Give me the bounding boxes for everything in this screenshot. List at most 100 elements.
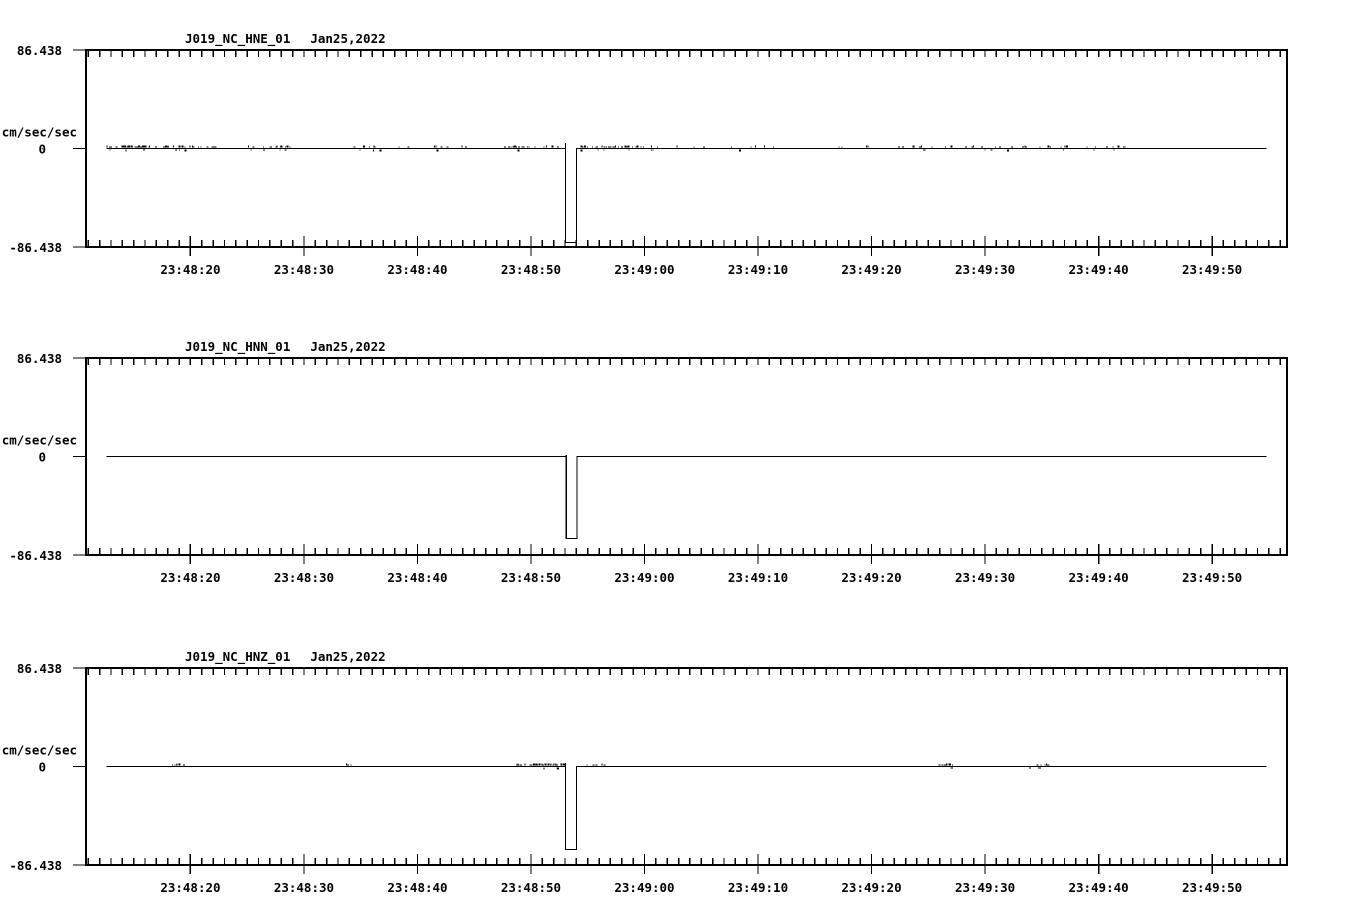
y-zero-label: 0 [38, 142, 46, 157]
noise-speck [754, 145, 756, 148]
noise-speck [535, 763, 538, 766]
x-tick-label: 23:48:30 [274, 880, 334, 895]
noise-speck [901, 146, 904, 148]
noise-speck [510, 146, 512, 148]
noise-speck [1063, 149, 1065, 151]
noise-speck [865, 145, 867, 148]
noise-speck [919, 146, 922, 148]
noise-speck [627, 145, 630, 148]
noise-speck [200, 146, 202, 148]
noise-speck [516, 764, 518, 766]
noise-speck [353, 146, 356, 148]
x-tick-label: 23:49:20 [841, 880, 901, 895]
x-tick-label: 23:49:30 [955, 570, 1015, 585]
noise-speck [651, 145, 653, 148]
noise-speck [541, 764, 544, 766]
noise-speck [517, 763, 519, 766]
noise-speck [512, 146, 514, 148]
date-label: Jan25,2022 [310, 649, 386, 664]
x-tick-label: 23:49:50 [1182, 262, 1242, 277]
noise-speck [550, 763, 552, 766]
noise-speck [556, 146, 559, 148]
noise-speck [172, 764, 174, 766]
noise-speck [628, 149, 630, 151]
x-tick-label: 23:48:50 [501, 880, 561, 895]
noise-speck [652, 149, 654, 151]
noise-speck [1064, 145, 1066, 148]
noise-speck [580, 146, 582, 148]
noise-speck [198, 146, 200, 148]
x-tick-label: 23:48:20 [160, 262, 220, 277]
noise-speck [213, 146, 215, 148]
noise-speck [373, 145, 375, 148]
y-max-label: 86.438 [17, 661, 62, 676]
x-tick-label: 23:49:50 [1182, 880, 1242, 895]
noise-speck [528, 146, 530, 148]
noise-speck [582, 146, 584, 148]
noise-speck [275, 146, 278, 148]
noise-speck [1044, 764, 1046, 766]
noise-speck [1049, 146, 1051, 148]
noise-speck [601, 145, 603, 148]
noise-speck [108, 146, 111, 148]
y-units-label: cm/sec/sec [2, 125, 77, 140]
x-tick-label: 23:49:40 [1068, 880, 1128, 895]
noise-speck [178, 763, 181, 766]
noise-speck [155, 146, 158, 148]
x-tick-label: 23:49:40 [1068, 570, 1128, 585]
noise-speck [636, 145, 639, 148]
noise-speck [591, 146, 593, 148]
x-tick-label: 23:48:20 [160, 880, 220, 895]
noise-speck [1028, 767, 1031, 769]
x-tick-label: 23:48:40 [387, 570, 447, 585]
noise-speck [553, 763, 555, 766]
noise-speck [175, 764, 177, 766]
noise-speck [148, 146, 150, 148]
x-tick-label: 23:49:50 [1182, 570, 1242, 585]
x-tick-label: 23:49:20 [841, 570, 901, 585]
noise-speck [131, 146, 133, 148]
waveform-trace [106, 763, 1267, 851]
noise-speck [1093, 149, 1095, 151]
station-channel-label: J019_NC_HNE_01 [185, 31, 291, 46]
noise-speck [211, 146, 214, 148]
noise-speck [1040, 764, 1042, 766]
noise-speck [346, 763, 348, 766]
station-channel-label: J019_NC_HNZ_01 [185, 649, 291, 664]
noise-speck [951, 764, 953, 766]
noise-speck [971, 146, 974, 148]
noise-speck [650, 149, 652, 151]
noise-speck [924, 149, 926, 151]
noise-speck [606, 146, 608, 148]
noise-speck [615, 145, 617, 148]
noise-speck [446, 146, 449, 148]
x-tick-label: 23:49:00 [614, 570, 674, 585]
noise-speck [1039, 767, 1042, 769]
noise-speck [517, 149, 520, 152]
y-max-label: 86.438 [17, 43, 62, 58]
noise-speck [374, 146, 376, 148]
noise-speck [144, 145, 147, 148]
panel-title-hnz: J019_NC_HNZ_01 Jan25,2022 [185, 650, 386, 664]
noise-speck [562, 763, 565, 766]
noise-speck [165, 145, 168, 148]
y-min-label: -86.438 [9, 858, 62, 873]
noise-speck [547, 763, 550, 766]
noise-speck [532, 763, 535, 766]
noise-speck [612, 146, 614, 148]
noise-speck [121, 145, 124, 148]
noise-speck [172, 145, 174, 148]
noise-speck [106, 145, 108, 148]
noise-speck [551, 145, 554, 148]
noise-speck [1113, 149, 1115, 151]
noise-speck [280, 145, 283, 148]
waveform-trace [106, 455, 1267, 540]
x-tick-label: 23:48:50 [501, 262, 561, 277]
y-units-label: cm/sec/sec [2, 743, 77, 758]
noise-speck [1045, 763, 1047, 766]
noise-speck [433, 145, 435, 148]
noise-speck [350, 764, 352, 766]
noise-speck [279, 146, 281, 148]
noise-speck [284, 149, 287, 151]
